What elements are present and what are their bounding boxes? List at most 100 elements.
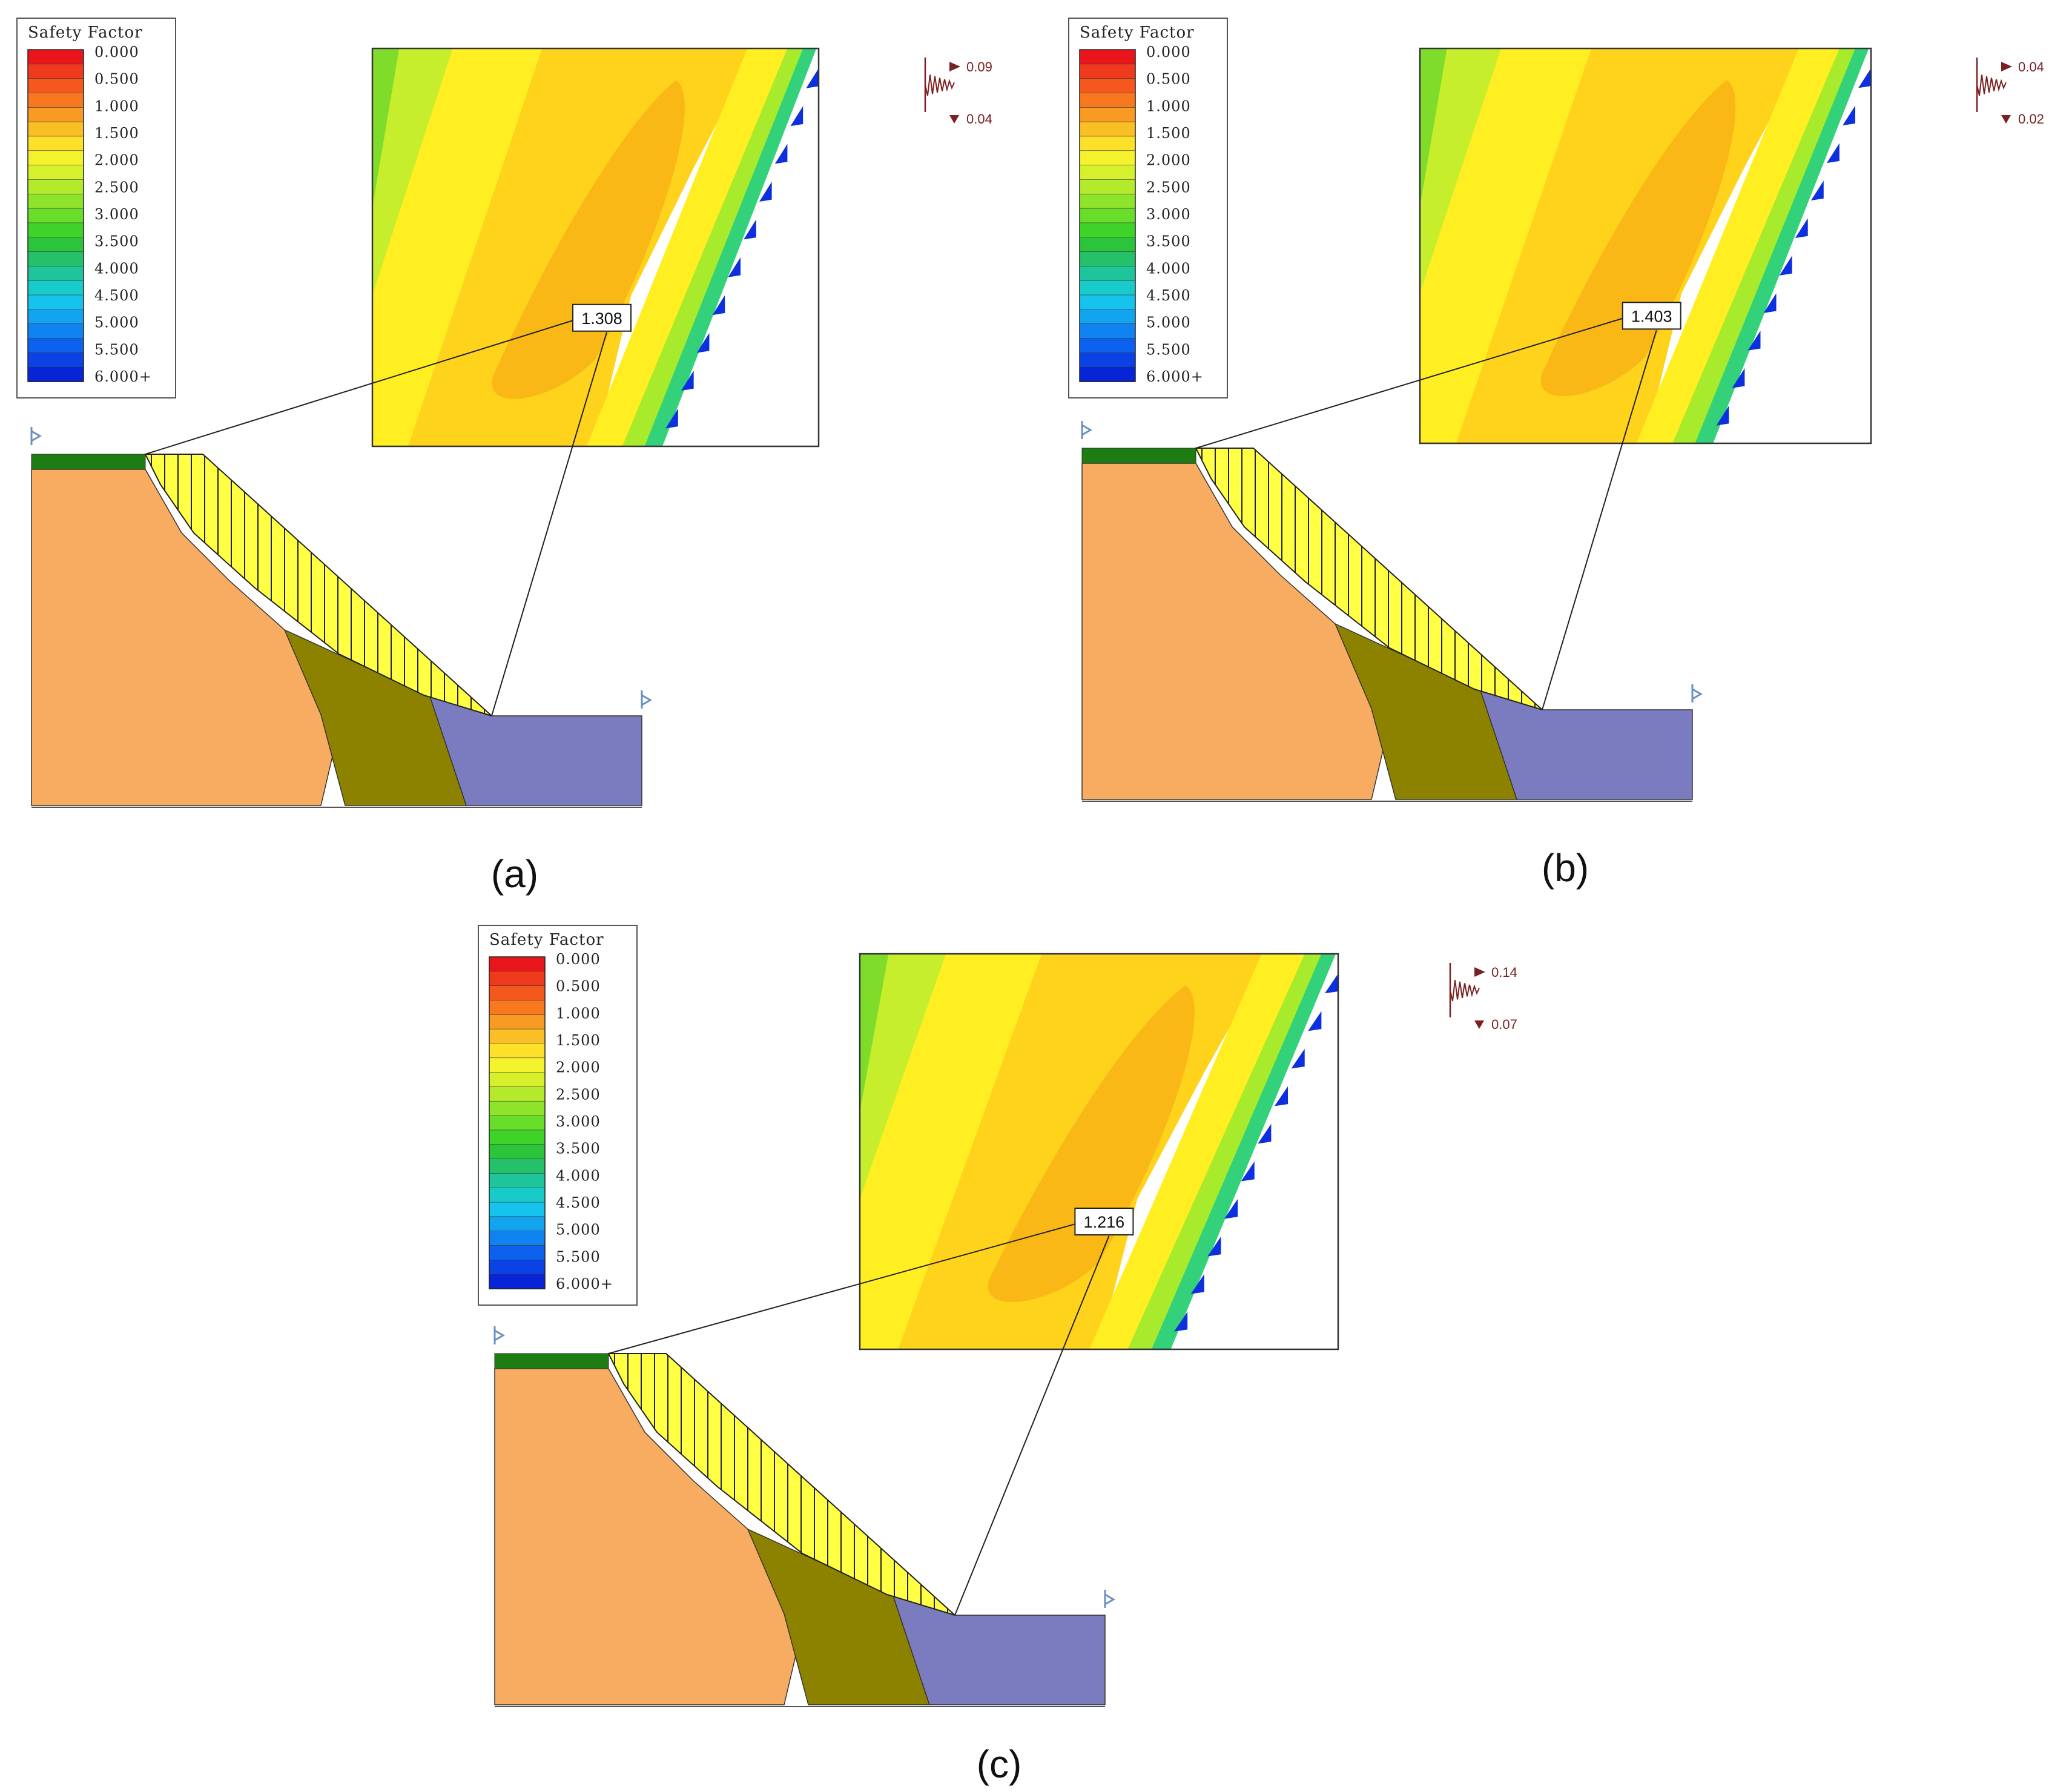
legend-tick-label: 1.500	[556, 1032, 601, 1049]
contour-band-yellow-right	[1636, 48, 1849, 443]
fos-callout: 1.403	[1195, 302, 1681, 710]
legend-swatch	[27, 338, 84, 354]
legend-swatch	[27, 323, 84, 339]
leader-line-toe	[491, 332, 607, 716]
slope-model	[493, 1326, 1116, 1707]
legend-tick-label: 3.500	[556, 1140, 601, 1157]
horizontal-arrow-icon	[949, 62, 960, 71]
legend-swatch	[1079, 309, 1136, 325]
zoom-frame	[859, 953, 1339, 1351]
legend-swatch	[27, 93, 84, 108]
legend-swatch	[1079, 251, 1136, 267]
zoom-frame	[371, 47, 820, 448]
fos-callout: 1.216	[608, 1208, 1134, 1616]
legend-swatch	[27, 64, 84, 79]
seismic-wave-icon	[925, 74, 955, 96]
legend-tick-label: 2.000	[556, 1059, 601, 1076]
legend-tick-label: 3.000	[1146, 206, 1191, 223]
safety-factor-legend: Safety Factor 0.000 0.500 1.000 1.500 2.000 2.…	[16, 18, 176, 398]
contour-band-teal-right	[1151, 954, 1336, 1349]
legend-tick-label: 4.000	[94, 260, 139, 277]
slope-model	[30, 427, 653, 808]
panel-caption: (a)	[491, 852, 538, 896]
legend-tick-label: 1.000	[94, 98, 139, 114]
legend-swatch	[27, 266, 84, 282]
legend-tick-label: 4.000	[556, 1167, 601, 1184]
legend-swatch	[1079, 323, 1136, 339]
contour-band-teal-right	[1695, 48, 1869, 443]
zoom-contour-panel	[859, 953, 1339, 1351]
fos-callout: 1.308	[145, 303, 632, 716]
contour-band-green-right	[1672, 48, 1863, 443]
fos-value: 1.403	[1631, 307, 1672, 325]
seismic-vertical-coefficient: 0.02	[2018, 111, 2044, 127]
legend-swatch	[27, 193, 84, 209]
contour-field	[860, 954, 1338, 1349]
panel-caption: (b)	[1542, 846, 1589, 890]
right-boundary-marker	[641, 690, 653, 709]
legend-tick-label: 1.500	[94, 125, 139, 142]
legend-swatch	[489, 1100, 546, 1116]
legend-swatch	[489, 1187, 546, 1203]
legend-swatch	[27, 49, 84, 65]
seismic-horizontal-coefficient: 0.14	[1491, 965, 1517, 980]
safety-factor-legend: Safety Factor 0.000 0.500 1.000 1.500 2.000 2.…	[478, 925, 638, 1306]
legend-tick-label: 6.000+	[556, 1275, 613, 1292]
legend-swatch	[1079, 237, 1136, 253]
legend-swatch	[489, 1014, 546, 1030]
contour-band-teal-right	[644, 48, 817, 446]
legend-swatch	[489, 1231, 546, 1246]
legend-swatch	[1079, 222, 1136, 238]
legend-swatch	[27, 136, 84, 151]
contour-band-yellow-right	[1089, 954, 1315, 1349]
right-boundary-marker	[1104, 1590, 1116, 1608]
legend-tick-label: 3.000	[94, 206, 139, 223]
fos-value: 1.308	[581, 309, 622, 328]
legend-swatch	[27, 107, 84, 122]
contour-core-low-fos	[1540, 80, 1736, 397]
left-boundary-marker	[493, 1326, 506, 1344]
legend-bar-frame	[27, 49, 84, 382]
slope-face-blue-elements	[1170, 973, 1338, 1349]
legend-swatch	[27, 294, 84, 310]
legend-tick-label: 0.000	[1146, 44, 1191, 61]
legend-swatch	[27, 352, 84, 368]
legend-swatch	[27, 237, 84, 253]
legend-swatch	[489, 1072, 546, 1088]
leader-line-toe	[954, 1235, 1110, 1616]
fos-label-box	[1622, 302, 1681, 330]
contour-core-low-fos	[988, 985, 1195, 1303]
legend-swatch	[489, 985, 546, 1001]
legend-swatch	[1079, 366, 1136, 382]
soil-layer-blue	[1479, 689, 1693, 800]
legend-swatch	[489, 1274, 546, 1289]
legend-tick-label: 4.500	[94, 287, 139, 304]
legend-swatch	[1079, 352, 1136, 368]
zoom-contour-panel	[371, 47, 820, 448]
legend-swatch	[1079, 107, 1136, 122]
legend-tick-label: 1.000	[1146, 98, 1191, 114]
legend-swatch	[489, 1173, 546, 1189]
seismic-load-indicator: 0.14 0.07	[1449, 963, 1517, 1032]
legend-tick-label: 3.500	[1146, 233, 1191, 250]
leader-line-crest	[145, 318, 578, 455]
top-strip-green	[1081, 448, 1196, 464]
top-strip-green	[494, 1353, 609, 1369]
fos-value: 1.216	[1084, 1213, 1125, 1231]
legend-swatch	[27, 208, 84, 223]
contour-field	[1420, 48, 1871, 443]
legend-tick-label: 2.000	[1146, 152, 1191, 169]
seismic-wave-icon	[1976, 74, 2007, 96]
legend-swatch	[489, 1057, 546, 1073]
legend-tick-label: 4.000	[1146, 260, 1191, 277]
legend-title: Safety Factor	[489, 931, 604, 949]
legend-swatch	[1079, 121, 1136, 137]
legend-swatch	[489, 1129, 546, 1145]
legend-swatch	[1079, 165, 1136, 180]
seismic-load-indicator: 0.04 0.02	[1976, 58, 2044, 127]
legend-swatch	[27, 121, 84, 137]
legend-tick-label: 3.000	[556, 1113, 601, 1130]
soil-layer-blue	[892, 1595, 1106, 1705]
legend-tick-label: 0.000	[94, 44, 139, 61]
